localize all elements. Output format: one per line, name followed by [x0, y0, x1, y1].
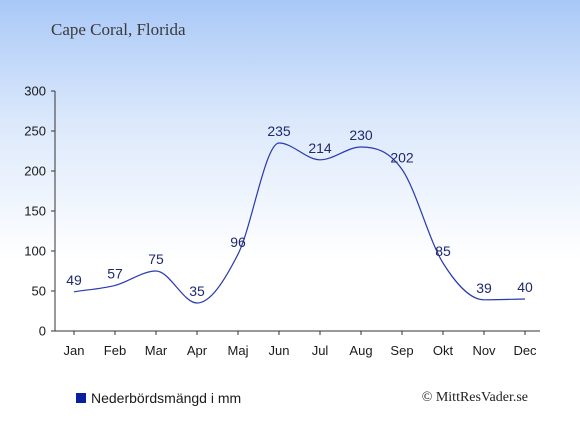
data-label: 202 — [390, 149, 414, 165]
data-label: 96 — [230, 234, 246, 250]
x-tick-label: Nov — [472, 343, 496, 358]
data-label: 39 — [476, 280, 492, 296]
y-tick-label: 50 — [32, 284, 46, 299]
legend-label: Nederbördsmängd i mm — [91, 390, 242, 406]
data-label: 49 — [66, 272, 82, 288]
y-tick-label: 150 — [24, 204, 46, 219]
legend-swatch — [76, 393, 86, 403]
x-tick-label: Sep — [390, 343, 413, 358]
y-tick-label: 0 — [39, 324, 46, 339]
data-label: 35 — [189, 283, 205, 299]
data-label: 214 — [308, 140, 332, 156]
x-tick-label: Jul — [312, 343, 329, 358]
chart-title: Cape Coral, Florida — [51, 20, 186, 39]
x-tick-label: Aug — [349, 343, 372, 358]
x-tick-label: Apr — [187, 343, 208, 358]
y-tick-label: 100 — [24, 244, 46, 259]
data-label: 85 — [435, 243, 451, 259]
x-tick-label: Okt — [433, 343, 454, 358]
credit-text: © MittResVader.se — [421, 390, 528, 405]
data-label: 57 — [107, 265, 123, 281]
x-tick-label: Mar — [145, 343, 168, 358]
data-label: 230 — [349, 127, 373, 143]
x-tick-label: Maj — [228, 343, 249, 358]
data-label: 235 — [267, 123, 291, 139]
series-line — [73, 142, 526, 304]
legend: Nederbördsmängd i mm — [76, 390, 241, 406]
data-label: 40 — [517, 279, 533, 295]
data-label: 75 — [148, 251, 164, 267]
x-tick-label: Dec — [513, 343, 537, 358]
x-tick-label: Jun — [269, 343, 290, 358]
y-tick-label: 200 — [24, 164, 46, 179]
y-tick-label: 300 — [24, 84, 46, 99]
x-tick-label: Feb — [104, 343, 126, 358]
y-tick-label: 250 — [24, 124, 46, 139]
x-tick-label: Jan — [64, 343, 85, 358]
